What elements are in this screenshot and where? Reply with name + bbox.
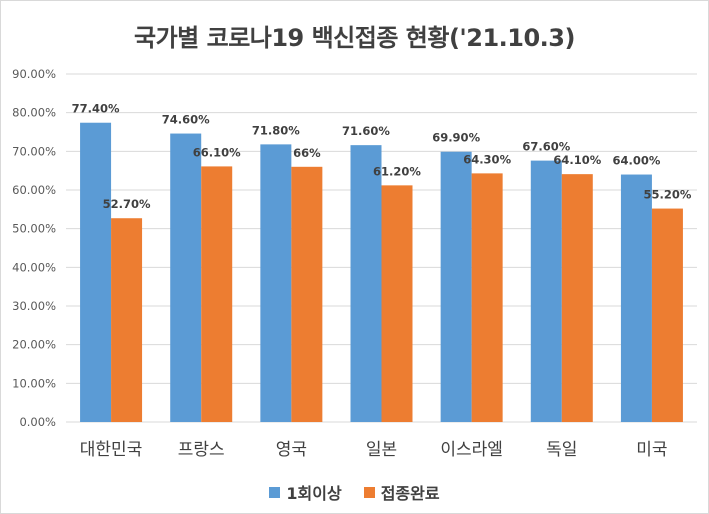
data-label-series-1: 64.00% — [612, 154, 660, 168]
bar-series-1 — [170, 133, 202, 422]
x-tick-label: 프랑스 — [178, 440, 225, 460]
bar-series-1 — [260, 144, 292, 422]
data-label-series-2: 52.70% — [103, 197, 151, 211]
legend-swatch-series-2 — [363, 486, 375, 498]
x-tick-label: 이스라엘 — [440, 440, 503, 460]
bar-series-2 — [561, 174, 593, 422]
bar-series-2 — [381, 185, 413, 422]
x-axis-ticks: 대한민국 프랑스 영국 일본 이스라엘 독일 미국 — [80, 440, 668, 460]
data-label-series-1: 74.60% — [162, 113, 210, 127]
bar-series-2 — [201, 166, 233, 422]
legend-label-series-1: 1회이상 — [286, 484, 342, 503]
y-tick-label: 40.00% — [12, 260, 56, 274]
bar-series-2 — [291, 166, 323, 422]
legend: 1회이상 접종완료 — [0, 480, 709, 504]
data-label-series-2: 61.20% — [373, 164, 421, 178]
bar-series-2 — [471, 173, 503, 422]
data-label-series-2: 64.30% — [463, 152, 511, 166]
x-tick-label: 독일 — [546, 440, 577, 460]
y-tick-label: 20.00% — [12, 338, 56, 352]
y-axis-ticks: 0.00% 10.00% 20.00% 30.00% 40.00% 50.00% 60.00… — [12, 67, 56, 429]
data-labels: 77.40% 74.60% 71.80% 71.60% 69.90% 67.60% 64.0… — [72, 102, 692, 212]
legend-label-series-2: 접종완료 — [380, 484, 440, 503]
data-label-series-1: 77.40% — [72, 102, 120, 116]
x-tick-label: 일본 — [366, 440, 397, 460]
data-label-series-2: 66% — [293, 146, 321, 160]
legend-item-series-2: 접종완료 — [363, 480, 440, 504]
y-tick-label: 50.00% — [12, 222, 56, 236]
data-label-series-2: 66.10% — [193, 145, 241, 159]
bar-series-1 — [620, 174, 652, 422]
bar-series-1 — [80, 122, 112, 422]
data-label-series-2: 64.10% — [553, 153, 601, 167]
legend-item-series-1: 1회이상 — [269, 480, 342, 504]
data-label-series-1: 71.80% — [252, 123, 300, 137]
data-label-series-1: 71.60% — [342, 124, 390, 138]
x-tick-label: 영국 — [276, 440, 307, 460]
bar-series-1 — [350, 145, 382, 422]
data-label-series-2: 55.20% — [643, 188, 691, 202]
bar-series-2 — [651, 208, 683, 422]
y-tick-label: 30.00% — [12, 299, 56, 313]
bar-series-1 — [440, 151, 472, 422]
bars — [80, 122, 683, 422]
x-tick-label: 미국 — [636, 440, 667, 460]
y-tick-label: 60.00% — [12, 183, 56, 197]
chart-title: 국가별 코로나19 백신접종 현황('21.10.3) — [134, 24, 575, 52]
y-tick-label: 0.00% — [19, 415, 56, 429]
y-tick-label: 80.00% — [12, 106, 56, 120]
x-tick-label: 대한민국 — [80, 440, 143, 460]
y-tick-label: 10.00% — [12, 376, 56, 390]
data-label-series-1: 67.60% — [522, 140, 570, 154]
y-tick-label: 70.00% — [12, 144, 56, 158]
bar-series-2 — [111, 218, 143, 422]
y-tick-label: 90.00% — [12, 67, 56, 81]
bar-series-1 — [530, 160, 562, 422]
data-label-series-1: 69.90% — [432, 131, 480, 145]
legend-swatch-series-1 — [269, 486, 281, 498]
